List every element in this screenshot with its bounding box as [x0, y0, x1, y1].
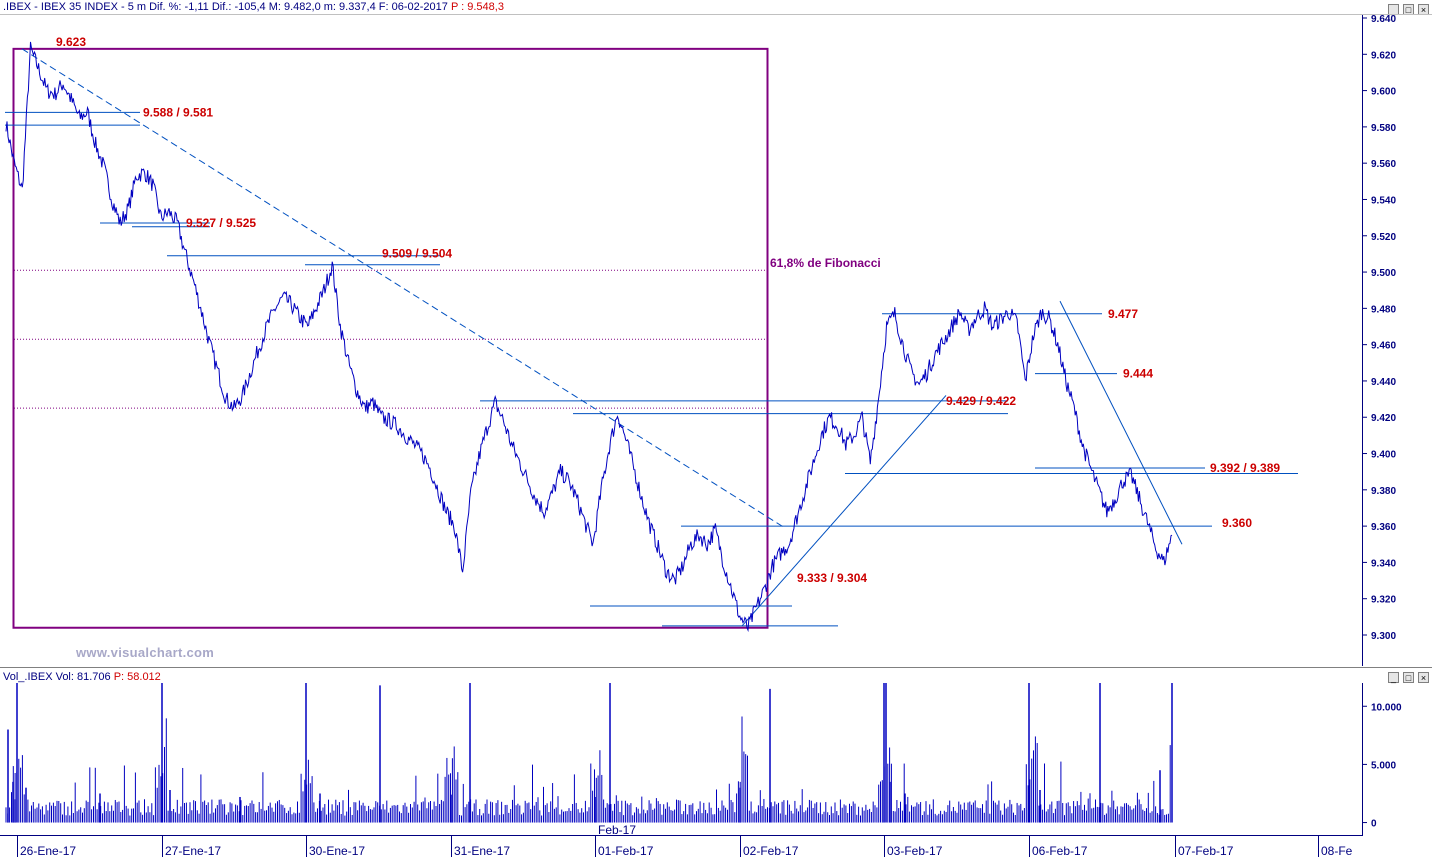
price-tick-label: 9.400: [1371, 450, 1396, 461]
x-tick-label: 27-Ene-17: [165, 844, 221, 857]
watermark: www.visualchart.com: [76, 645, 215, 660]
range-box: [12, 47, 769, 629]
volume-minimize-button[interactable]: _: [1388, 672, 1399, 683]
price-annotation: 9.527 / 9.525: [186, 216, 256, 230]
x-tick-label: 31-Ene-17: [454, 844, 510, 857]
late-downtrend-line: [1059, 300, 1183, 545]
price-annotation: 9.477: [1108, 307, 1138, 321]
price-annotation: 9.588 / 9.581: [143, 105, 213, 119]
price-tick-label: 9.440: [1371, 377, 1396, 388]
price-annotation: 9.509 / 9.504: [382, 247, 452, 261]
price-tick-label: 9.560: [1371, 159, 1396, 170]
price-annotation: 9.392 / 9.389: [1210, 461, 1280, 475]
price-tick-label: 9.600: [1371, 87, 1396, 98]
volume-maximize-button[interactable]: □: [1403, 672, 1414, 683]
price-annotation: 61,8% de Fibonacci: [770, 256, 881, 270]
price-tick-label: 9.620: [1371, 50, 1396, 61]
price-tick-label: 9.520: [1371, 232, 1396, 243]
price-annotation: 9.623: [56, 35, 86, 49]
price-tick-label: 9.380: [1371, 486, 1396, 497]
price-tick-label: 9.540: [1371, 195, 1396, 206]
price-tick-label: 9.360: [1371, 522, 1396, 533]
month-label: Feb-17: [598, 823, 636, 837]
price-tick-label: 9.500: [1371, 268, 1396, 279]
price-tick-label: 9.480: [1371, 304, 1396, 315]
price-annotation: 9.429 / 9.422: [946, 394, 1016, 408]
x-tick-label: 01-Feb-17: [598, 844, 654, 857]
x-tick-label: 08-Fe: [1321, 844, 1353, 857]
price-tick-label: 9.580: [1371, 123, 1396, 134]
price-header: .IBEX - IBEX 35 INDEX - 5 m Dif. %: -1,1…: [3, 1, 504, 13]
volume-tick-label: 0: [1371, 819, 1377, 830]
price-annotation: 9.444: [1123, 367, 1153, 381]
x-tick-label: 03-Feb-17: [887, 844, 943, 857]
volume-tick-label: 10.000: [1371, 702, 1402, 713]
price-tick-label: 9.460: [1371, 341, 1396, 352]
x-tick-label: 26-Ene-17: [20, 844, 76, 857]
uptrend-line: [741, 395, 947, 627]
price-tick-label: 9.640: [1371, 14, 1396, 25]
volume-info: Vol_.IBEX Vol: 81.706: [3, 671, 111, 683]
volume-tick-label: 5.000: [1371, 760, 1396, 771]
price-annotation: 9.333 / 9.304: [797, 571, 867, 585]
downtrend-dashed-line: [21, 48, 786, 529]
price-series-line: [5, 41, 1173, 633]
price-tick-label: 9.320: [1371, 595, 1396, 606]
price-info: .IBEX - IBEX 35 INDEX - 5 m Dif. %: -1,1…: [3, 1, 448, 13]
price-tick-label: 9.340: [1371, 558, 1396, 569]
price-tick-label: 9.300: [1371, 631, 1396, 642]
volume-header: Vol_.IBEX Vol: 81.706 P: 58.012: [3, 671, 161, 683]
price-close: P : 9.548,3: [450, 1, 504, 13]
price-annotation: 9.360: [1222, 516, 1252, 530]
x-tick-label: 30-Ene-17: [309, 844, 365, 857]
x-tick-label: 06-Feb-17: [1032, 844, 1088, 857]
volume-p: P: 58.012: [113, 671, 161, 683]
x-tick-label: 02-Feb-17: [743, 844, 799, 857]
volume-close-button[interactable]: ×: [1418, 672, 1429, 683]
price-tick-label: 9.420: [1371, 413, 1396, 424]
x-tick-label: 07-Feb-17: [1178, 844, 1234, 857]
